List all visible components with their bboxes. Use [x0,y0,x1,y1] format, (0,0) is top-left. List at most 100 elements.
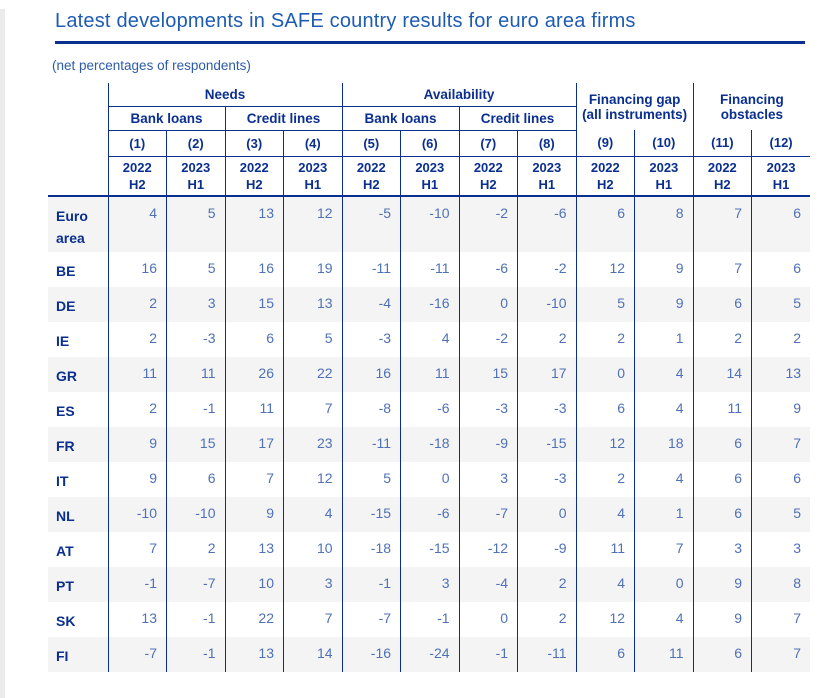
value-cell-fr-col8: -15 [517,426,577,462]
value-cell-be-col5: -11 [341,251,401,287]
table-row-be: BE 16 5 16 19 -11 -11 -6 -2 12 9 7 6 [48,251,811,287]
value-cell-ie-col1: 2 [107,321,167,357]
value-cell-sk-col7: 0 [458,601,518,637]
value-cell-fi-col4: 14 [283,636,343,672]
value-cell-at-col6: -15 [400,531,460,567]
value-cell-fi-col2: -1 [166,636,225,672]
value-cell-at-col7: -12 [458,531,518,567]
value-cell-gr-col7: 15 [458,356,518,392]
table-row-sk: SK 13 -1 22 7 -7 -1 0 2 12 4 9 7 [48,601,811,637]
table-row-fr: FR 9 15 17 23 -11 -18 -9 -15 12 18 6 7 [48,426,811,462]
value-cell-ie-col10: 1 [634,321,694,357]
value-cell-ie-col4: 5 [283,321,343,357]
value-cell-pt-col6: 3 [400,566,460,602]
row-label-it: IT [56,472,69,489]
value-cell-it-col2: 6 [166,461,225,497]
value-cell-nl-col1: -10 [107,496,167,532]
table-row-at: AT 7 2 13 10 -18 -15 -12 -9 11 7 3 3 [48,531,811,567]
value-cell-ie-col11: 2 [692,321,752,357]
value-cell-ie-col3: 6 [224,321,284,357]
value-cell-euro-area-col12: 6 [751,195,811,252]
value-cell-at-col10: 7 [634,531,694,567]
value-cell-ie-col7: -2 [458,321,518,357]
value-cell-nl-col9: 4 [575,496,635,532]
value-cell-at-col3: 13 [224,531,284,567]
column-number-7: (7) [458,130,518,157]
table-row-nl: NL -10 -10 9 4 -15 -6 -7 0 4 1 6 5 [48,496,811,532]
table-row-fi: FI -7 -1 13 14 -16 -24 -1 -11 6 11 6 7 [48,636,811,672]
value-cell-be-col1: 16 [107,251,167,287]
value-cell-es-col5: -8 [341,391,401,427]
period-cell-2: 2023 H1 [166,156,225,197]
subgroup-needs-credit-lines: Credit lines [224,106,343,131]
table-row-it: IT 9 6 7 12 5 0 3 -3 2 4 6 6 [48,461,811,497]
value-cell-be-col6: -11 [400,251,460,287]
value-cell-be-col3: 16 [224,251,284,287]
value-cell-euro-area-col3: 13 [224,195,284,252]
value-cell-pt-col10: 0 [634,566,694,602]
header-subgroup-row: Bank loans Credit lines Bank loans Credi… [48,106,810,131]
row-label-sk: SK [56,612,76,629]
period-cell-4: 2023 H1 [283,156,343,197]
period-year: 2022 [473,159,503,175]
table-header: Needs Availability Financing gap (all in… [48,83,811,197]
value-cell-euro-area-col7: -2 [458,195,518,252]
value-cell-euro-area-col1: 4 [107,195,167,252]
row-label-fi: FI [56,647,69,664]
value-cell-nl-col8: 0 [517,496,577,532]
row-label-euro-area: Euro area [56,207,88,246]
period-cell-5: 2022 H2 [341,156,401,197]
value-cell-be-col10: 9 [634,251,694,287]
value-cell-euro-area-col9: 6 [575,195,635,252]
value-cell-de-col3: 15 [224,286,284,322]
value-cell-es-col9: 6 [575,391,635,427]
value-cell-fr-col10: 18 [634,426,694,462]
value-cell-sk-col6: -1 [400,601,460,637]
period-cell-10: 2023 H1 [634,156,694,197]
value-cell-fi-col7: -1 [458,636,518,672]
value-cell-de-col4: 13 [283,286,343,322]
value-cell-fi-col12: 7 [751,636,811,672]
group-availability: Availability [341,83,577,107]
row-label-nl: NL [56,507,75,524]
period-half: H2 [479,176,497,192]
value-cell-pt-col11: 9 [692,566,752,602]
value-cell-ie-col5: -3 [341,321,401,357]
value-cell-nl-col2: -10 [166,496,225,532]
value-cell-es-col12: 9 [751,391,811,427]
period-half: H1 [772,176,790,192]
value-cell-euro-area-col10: 8 [634,195,694,252]
value-cell-nl-col3: 9 [224,496,284,532]
column-number-2: (2) [166,130,225,157]
value-cell-pt-col3: 10 [224,566,284,602]
value-cell-fi-col9: 6 [575,636,635,672]
value-cell-de-col2: 3 [166,286,225,322]
subgroup-needs-bank-loans: Bank loans [107,106,225,131]
column-number-3: (3) [224,130,284,157]
table-row-pt: PT -1 -7 10 3 -1 3 -4 2 4 0 9 8 [48,566,811,602]
value-cell-gr-col12: 13 [751,356,811,392]
period-half: H1 [187,176,205,192]
row-label-es: ES [56,402,75,419]
value-cell-it-col3: 7 [224,461,284,497]
value-cell-pt-col12: 8 [751,566,811,602]
period-cell-3: 2022 H2 [224,156,284,197]
table-row-euro-area: Euro area 4 5 13 12 -5 -10 -2 -6 6 8 7 6 [48,195,811,252]
value-cell-gr-col10: 4 [634,356,694,392]
value-cell-es-col2: -1 [166,391,225,427]
header-period-row: 2022 H2 2023 H1 2022 H2 2023 H1 2022 H2 2023 H1 2022… [48,156,811,197]
column-number-5: (5) [341,130,401,157]
value-cell-nl-col10: 1 [634,496,694,532]
value-cell-ie-col8: 2 [517,321,577,357]
column-number-6: (6) [400,130,460,157]
value-cell-gr-col4: 22 [283,356,343,392]
value-cell-ie-col12: 2 [751,321,811,357]
period-year: 2022 [356,159,386,175]
value-cell-sk-col8: 2 [517,601,577,637]
value-cell-de-col8: -10 [517,286,577,322]
row-label-de: DE [56,297,76,314]
value-cell-gr-col3: 26 [224,356,284,392]
value-cell-sk-col5: -7 [341,601,401,637]
value-cell-es-col7: -3 [458,391,518,427]
value-cell-nl-col5: -15 [341,496,401,532]
